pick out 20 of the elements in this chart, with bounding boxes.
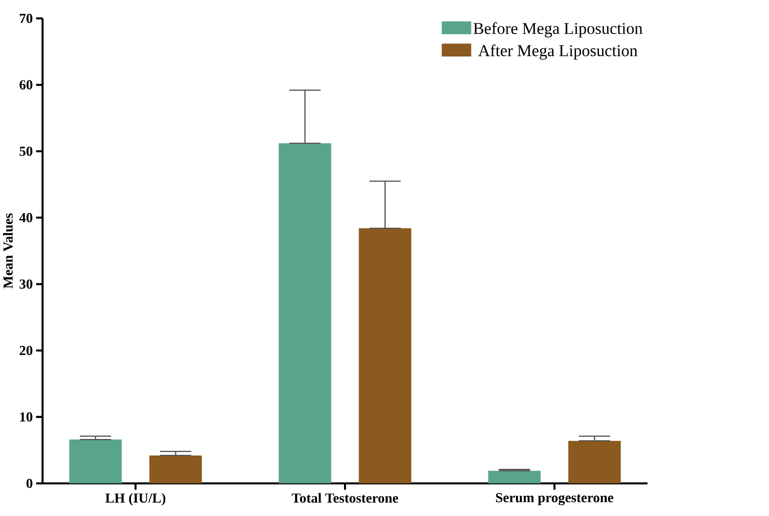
y-tick-label: 0 xyxy=(26,478,32,488)
bar xyxy=(358,228,412,484)
bar xyxy=(568,441,621,484)
x-tick-label: Serum progesterone xyxy=(496,493,614,506)
bar xyxy=(69,440,122,484)
y-tick-label: 20 xyxy=(20,346,32,356)
bar xyxy=(488,470,541,484)
y-tick-label: 40 xyxy=(19,213,32,223)
bar xyxy=(149,456,202,484)
y-axis-title: Mean Values xyxy=(3,214,13,289)
y-tick-label: 60 xyxy=(20,80,32,90)
legend-label: Before Mega Liposuction xyxy=(474,22,642,38)
y-tick-label: 30 xyxy=(20,280,32,289)
x-tick-label: Total Testosterone xyxy=(292,493,398,503)
y-tick-label: 10 xyxy=(20,412,32,422)
y-tick-label: 70 xyxy=(20,14,32,24)
x-tick-label: LH (IU/L) xyxy=(105,493,166,506)
legend-label: After Mega Liposuction xyxy=(478,44,638,60)
bar xyxy=(278,143,332,484)
y-tick-label: 50 xyxy=(20,146,32,156)
